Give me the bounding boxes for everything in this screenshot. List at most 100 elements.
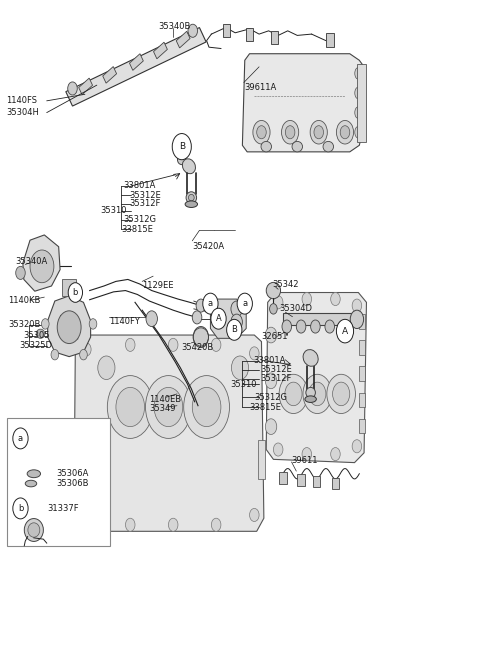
Text: a: a bbox=[208, 299, 213, 308]
Text: A: A bbox=[342, 327, 348, 336]
Ellipse shape bbox=[266, 283, 281, 299]
Text: 35340B: 35340B bbox=[158, 22, 190, 31]
Circle shape bbox=[227, 319, 242, 340]
Circle shape bbox=[89, 319, 97, 329]
Circle shape bbox=[231, 314, 242, 330]
Ellipse shape bbox=[292, 141, 302, 152]
Circle shape bbox=[13, 498, 28, 519]
Text: 33815E: 33815E bbox=[250, 403, 281, 411]
Bar bbox=[246, 28, 253, 41]
Text: 31337F: 31337F bbox=[47, 504, 79, 513]
Text: 39611A: 39611A bbox=[244, 83, 276, 92]
Circle shape bbox=[192, 311, 202, 324]
Circle shape bbox=[51, 350, 59, 360]
Circle shape bbox=[108, 376, 153, 438]
Text: 35312F: 35312F bbox=[260, 374, 291, 384]
Circle shape bbox=[336, 319, 354, 343]
Text: 35420A: 35420A bbox=[192, 242, 225, 250]
Text: 33801A: 33801A bbox=[123, 181, 156, 191]
Circle shape bbox=[340, 125, 350, 139]
Circle shape bbox=[168, 338, 178, 351]
Bar bbox=[74, 440, 81, 479]
Circle shape bbox=[154, 388, 183, 426]
Text: 35340A: 35340A bbox=[16, 258, 48, 266]
Bar bbox=[312, 476, 320, 487]
Polygon shape bbox=[154, 42, 168, 59]
Text: 35349: 35349 bbox=[149, 405, 176, 413]
Circle shape bbox=[253, 120, 270, 144]
Circle shape bbox=[350, 310, 364, 328]
Text: 1129EE: 1129EE bbox=[142, 281, 174, 290]
Bar bbox=[271, 31, 278, 44]
Circle shape bbox=[68, 283, 83, 302]
Polygon shape bbox=[176, 32, 190, 48]
Text: 35420B: 35420B bbox=[182, 343, 214, 352]
Circle shape bbox=[211, 338, 221, 351]
Circle shape bbox=[98, 356, 115, 380]
Circle shape bbox=[237, 293, 252, 314]
Ellipse shape bbox=[27, 470, 40, 478]
Bar bbox=[297, 474, 305, 486]
Ellipse shape bbox=[303, 350, 318, 367]
Circle shape bbox=[250, 347, 259, 360]
Polygon shape bbox=[103, 66, 117, 83]
Text: 35304H: 35304H bbox=[6, 108, 39, 117]
Circle shape bbox=[331, 292, 340, 306]
Circle shape bbox=[285, 382, 302, 406]
Circle shape bbox=[172, 133, 192, 160]
Circle shape bbox=[314, 125, 324, 139]
Text: 1140FS: 1140FS bbox=[6, 97, 37, 105]
Text: B: B bbox=[179, 142, 185, 151]
Ellipse shape bbox=[24, 518, 43, 541]
Circle shape bbox=[257, 125, 266, 139]
Circle shape bbox=[310, 120, 327, 144]
Circle shape bbox=[250, 509, 259, 522]
Circle shape bbox=[188, 24, 198, 37]
Circle shape bbox=[325, 320, 335, 333]
Ellipse shape bbox=[28, 523, 40, 537]
Text: 35306B: 35306B bbox=[57, 479, 89, 488]
Text: 35304D: 35304D bbox=[279, 304, 312, 313]
Text: 35312G: 35312G bbox=[123, 215, 156, 225]
Bar bbox=[360, 367, 365, 381]
Text: a: a bbox=[18, 434, 23, 443]
Circle shape bbox=[279, 374, 308, 413]
Text: 39611: 39611 bbox=[291, 456, 318, 465]
Circle shape bbox=[339, 320, 349, 333]
Circle shape bbox=[116, 388, 144, 426]
Circle shape bbox=[196, 299, 205, 312]
Ellipse shape bbox=[323, 141, 334, 152]
Text: 35325D: 35325D bbox=[20, 341, 52, 350]
Text: 35312E: 35312E bbox=[260, 365, 292, 374]
Circle shape bbox=[265, 327, 277, 343]
Circle shape bbox=[333, 382, 350, 406]
Bar bbox=[360, 314, 365, 328]
Bar bbox=[357, 64, 366, 142]
Text: 32651: 32651 bbox=[262, 332, 288, 341]
Circle shape bbox=[265, 373, 277, 389]
Circle shape bbox=[302, 447, 312, 461]
Circle shape bbox=[145, 376, 192, 438]
Circle shape bbox=[270, 304, 277, 314]
Text: 1140FY: 1140FY bbox=[109, 317, 140, 327]
Bar bbox=[283, 313, 355, 325]
Circle shape bbox=[193, 327, 208, 348]
Polygon shape bbox=[23, 235, 60, 291]
Circle shape bbox=[231, 356, 249, 380]
Polygon shape bbox=[66, 28, 206, 106]
Text: 35310: 35310 bbox=[101, 206, 127, 215]
Circle shape bbox=[296, 320, 306, 333]
Circle shape bbox=[303, 374, 332, 413]
Bar bbox=[332, 478, 339, 489]
Bar bbox=[360, 419, 365, 433]
Text: 35305: 35305 bbox=[23, 331, 49, 340]
Circle shape bbox=[30, 250, 54, 283]
Circle shape bbox=[203, 293, 218, 314]
Circle shape bbox=[146, 311, 157, 327]
Text: 1140EB: 1140EB bbox=[149, 395, 181, 403]
Text: b: b bbox=[72, 288, 78, 297]
Text: b: b bbox=[18, 504, 23, 513]
Bar bbox=[62, 279, 76, 296]
Polygon shape bbox=[74, 335, 264, 532]
Circle shape bbox=[281, 120, 299, 144]
